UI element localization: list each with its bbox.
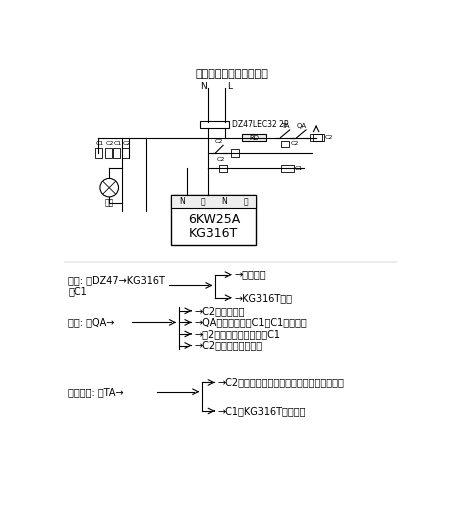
Text: →C2失电复位，副联锁常闭复位，回原来状态: →C2失电复位，副联锁常闭复位，回原来状态 <box>217 377 344 387</box>
Text: →C2主触头合手动亮灯: →C2主触头合手动亮灯 <box>194 340 262 350</box>
Text: N: N <box>179 197 184 206</box>
Text: →由2联锁常闭副触头断开C1: →由2联锁常闭副触头断开C1 <box>194 329 280 339</box>
Text: →KG316T控制: →KG316T控制 <box>234 293 292 303</box>
Text: 手动停止: 合TA→: 手动停止: 合TA→ <box>68 387 124 397</box>
Text: TA: TA <box>280 123 289 129</box>
Text: L: L <box>226 81 231 90</box>
Bar <box>121 147 128 159</box>
Text: DZ47LEC32 2P: DZ47LEC32 2P <box>231 120 288 129</box>
Text: C2: C2 <box>215 139 223 144</box>
Text: →C2副触头自锁: →C2副触头自锁 <box>194 306 244 316</box>
Bar <box>230 149 238 157</box>
Text: C2: C2 <box>122 141 130 146</box>
Text: →C1由KG316T接出控制: →C1由KG316T接出控制 <box>217 406 305 416</box>
Bar <box>309 134 322 141</box>
Bar <box>104 147 111 159</box>
Text: KG316T: KG316T <box>189 227 238 240</box>
Text: C2: C2 <box>290 141 298 146</box>
Text: N: N <box>200 81 207 90</box>
Text: 路灯按鈕接触器联锁电路: 路灯按鈕接触器联锁电路 <box>195 70 267 79</box>
Bar <box>219 165 226 172</box>
Text: QA: QA <box>296 123 306 129</box>
Bar <box>281 165 293 172</box>
Text: 自动: 合DZ47→KG316T: 自动: 合DZ47→KG316T <box>68 275 165 285</box>
Bar <box>171 195 256 208</box>
Bar <box>199 121 229 128</box>
Bar <box>242 134 265 141</box>
Text: 6KW25A: 6KW25A <box>187 214 239 226</box>
Text: 手动: 合QA→: 手动: 合QA→ <box>68 318 114 327</box>
Text: 带C1: 带C1 <box>68 287 87 296</box>
Bar <box>171 195 256 245</box>
Text: N: N <box>221 197 227 206</box>
Bar <box>281 141 288 147</box>
Text: RD: RD <box>249 135 258 140</box>
Text: C2: C2 <box>324 135 332 140</box>
Text: C1: C1 <box>294 166 302 171</box>
Bar <box>95 147 102 159</box>
Bar <box>113 147 120 159</box>
Text: C1: C1 <box>96 141 104 146</box>
Text: 进: 进 <box>200 197 205 206</box>
Bar <box>313 134 323 141</box>
Text: C2: C2 <box>216 157 225 162</box>
Text: →QA联锁常闭断开C1，C1主触头断: →QA联锁常闭断开C1，C1主触头断 <box>194 318 307 327</box>
Text: →主触头合: →主触头合 <box>234 270 266 280</box>
Text: 出: 出 <box>243 197 248 206</box>
Text: 射灯: 射灯 <box>104 198 114 208</box>
Text: C1: C1 <box>114 141 122 146</box>
Text: C2: C2 <box>105 141 114 146</box>
